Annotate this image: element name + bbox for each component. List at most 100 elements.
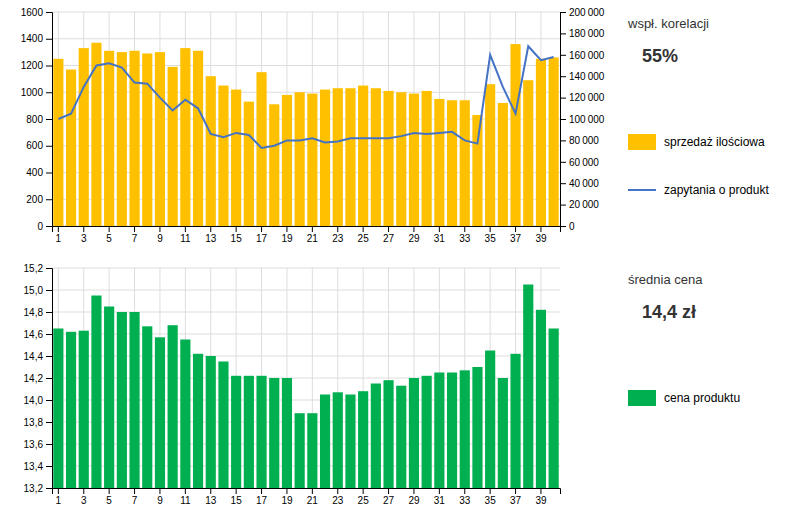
- tick-mark: [46, 119, 52, 120]
- tick-mark: [159, 488, 160, 494]
- annotation: 55%: [642, 46, 678, 66]
- bar: [536, 310, 546, 488]
- tick-label: 14,4: [24, 351, 44, 362]
- grid-line: [52, 38, 560, 39]
- annotation: wspł. korelacji: [627, 16, 709, 31]
- tick: 25: [358, 488, 370, 506]
- bar: [434, 373, 444, 489]
- bar: [282, 95, 292, 226]
- tick-mark: [83, 226, 84, 232]
- bar: [269, 378, 279, 488]
- bar: [295, 92, 305, 226]
- bar: [142, 326, 152, 488]
- tick-label: 3: [81, 495, 87, 506]
- bar: [383, 91, 393, 226]
- tick-mark: [388, 226, 389, 232]
- tick-label: 25: [358, 233, 370, 244]
- tick-label: 160 000: [569, 50, 605, 61]
- tick: 1000: [21, 87, 52, 98]
- side-panel: wspł. korelacji55%sprzedaż ilościowazapy…: [627, 16, 769, 197]
- bar: [91, 296, 101, 489]
- x-axis: 13579111315171921232527293133353739: [53, 488, 561, 506]
- tick-label: 27: [383, 495, 395, 506]
- tick-mark: [439, 488, 440, 494]
- legend-swatch: [628, 189, 656, 191]
- tick: 35: [485, 488, 497, 506]
- tick: 1400: [21, 33, 52, 44]
- tick-label: 7: [132, 495, 138, 506]
- axis-line: [53, 489, 561, 495]
- grid-line: [52, 199, 560, 200]
- legend: cena produktu: [628, 390, 740, 406]
- tick-mark: [560, 140, 566, 141]
- grid-line: [52, 400, 560, 401]
- tick-label: 21: [307, 495, 319, 506]
- tick-label: 20 000: [569, 199, 599, 210]
- tick-mark: [159, 226, 160, 232]
- tick: 17: [256, 226, 268, 244]
- tick: 800: [26, 114, 52, 125]
- tick-label: 13,8: [24, 417, 44, 428]
- tick-label: 17: [256, 495, 268, 506]
- legend-label: cena produktu: [664, 391, 740, 405]
- tick-label: 37: [510, 233, 522, 244]
- tick: 21: [307, 488, 319, 506]
- tick-label: 27: [383, 233, 395, 244]
- tick: 14,6: [24, 329, 52, 340]
- bar: [295, 413, 305, 488]
- bar: [333, 88, 343, 226]
- tick-label: 100 000: [569, 114, 605, 125]
- bar: [320, 395, 330, 489]
- tick: 0: [37, 221, 52, 232]
- tick: 37: [510, 488, 522, 506]
- tick-mark: [58, 226, 59, 232]
- bar: [244, 376, 254, 488]
- tick: 13,6: [24, 439, 52, 450]
- bar: [117, 312, 127, 488]
- grid-line: [52, 334, 560, 335]
- tick-label: 7: [132, 233, 138, 244]
- tick-mark: [134, 488, 135, 494]
- tick-label: 11: [180, 233, 191, 244]
- tick-mark: [560, 162, 566, 163]
- tick-label: 14,2: [24, 373, 44, 384]
- bar: [358, 86, 368, 226]
- bar: [218, 86, 228, 226]
- tick: 31: [434, 226, 446, 244]
- tick-label: 13: [205, 233, 217, 244]
- tick-label: 13,2: [24, 483, 44, 494]
- bar: [168, 67, 178, 226]
- tick-mark: [515, 488, 516, 494]
- tick: 60 000: [560, 157, 599, 168]
- bar-series: [53, 43, 558, 226]
- tick-label: 3: [81, 233, 87, 244]
- tick-mark: [388, 488, 389, 494]
- tick: 19: [281, 488, 293, 506]
- tick-label: 31: [434, 233, 446, 244]
- side-panel: średnia cena14,4 złcena produktu: [628, 272, 740, 406]
- tick: 600: [26, 140, 52, 151]
- tick-label: 40 000: [569, 178, 599, 189]
- bar: [549, 329, 559, 489]
- tick-label: 9: [157, 233, 163, 244]
- bar: [129, 312, 139, 488]
- tick: 29: [408, 488, 420, 506]
- tick-mark: [185, 488, 186, 494]
- bar: [307, 413, 317, 488]
- tick-mark: [46, 334, 52, 335]
- tick-label: 80 000: [569, 135, 599, 146]
- tick: 7: [132, 488, 138, 506]
- tick: 1600: [21, 7, 52, 18]
- bar: [53, 329, 63, 489]
- tick-mark: [439, 226, 440, 232]
- tick-label: 600: [26, 140, 43, 151]
- tick: 3: [81, 226, 87, 244]
- tick-mark: [46, 226, 52, 227]
- grid-line: [52, 444, 560, 445]
- tick: 13,8: [24, 417, 52, 428]
- bar: [460, 100, 470, 226]
- bar: [193, 354, 203, 488]
- bar: [206, 76, 216, 226]
- grid-line: [52, 356, 560, 357]
- tick-label: 19: [281, 233, 293, 244]
